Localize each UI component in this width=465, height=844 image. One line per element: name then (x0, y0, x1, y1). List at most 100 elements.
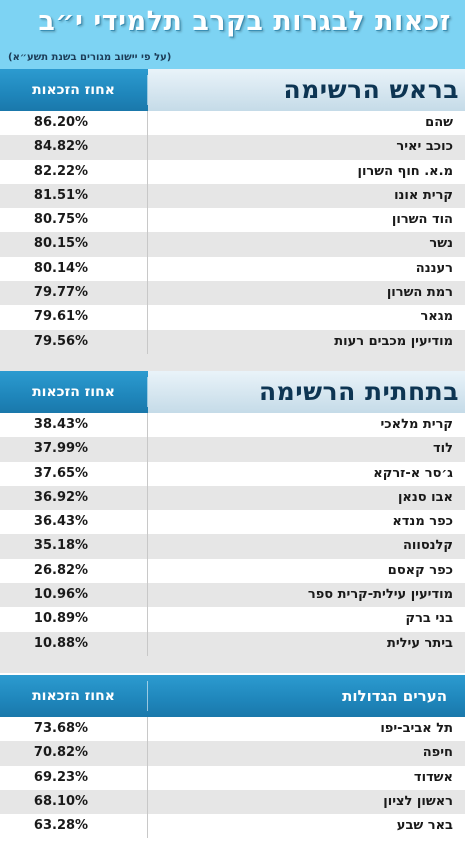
table-row: אבו סנאן 36.92% (0, 485, 465, 511)
column-header-percent: אחוז הזכאות (32, 384, 115, 400)
table-row: חיפה 70.82% (0, 741, 465, 766)
percent-value: 80.75% (33, 212, 89, 228)
table-row: רעננה 80.14% (0, 256, 465, 282)
column-header-percent: אחוז הזכאות (32, 82, 115, 98)
city-name: הוד השרון (391, 212, 453, 228)
percent-value: 82.22% (33, 163, 89, 179)
section-bottom-of-list: בתחתית הרשימה אחוז הזכאות קרית מלאכי 38.4… (0, 371, 465, 673)
city-name: קרית מלאכי (380, 417, 453, 432)
city-name: מגאר (420, 309, 453, 325)
column-divider (147, 583, 148, 608)
column-divider (147, 510, 148, 535)
percent-value: 70.82% (33, 745, 89, 761)
city-name: חיפה (422, 745, 453, 761)
column-divider (147, 135, 148, 160)
percent-value: 37.65% (33, 465, 89, 481)
percent-value: 10.96% (33, 587, 89, 603)
percent-value: 81.51% (33, 187, 89, 203)
percent-value: 69.23% (33, 769, 89, 785)
column-divider (147, 159, 148, 184)
table-row: קרית אונו 81.51% (0, 183, 465, 209)
city-name: מודיעין מכבים רעות (334, 333, 453, 349)
table-row: נשר 80.15% (0, 232, 465, 257)
column-divider (147, 413, 148, 438)
percent-value: 80.15% (33, 236, 89, 252)
city-name: מודיעין עילית-קרית ספר (307, 587, 453, 603)
table-row: שהם 86.20% (0, 111, 465, 136)
column-divider (147, 534, 148, 559)
column-divider (147, 558, 148, 584)
table-row: קלנסווה 35.18% (0, 534, 465, 559)
table-row: ג׳סר א-זרקא 37.65% (0, 461, 465, 486)
table-row: כפר מנדא 36.43% (0, 510, 465, 535)
city-name: אבו סנאן (397, 489, 453, 505)
column-divider (147, 329, 148, 354)
percent-value: 86.20% (33, 115, 89, 130)
section-separator (0, 353, 465, 371)
percent-value: 38.43% (33, 417, 89, 432)
percent-value: 10.89% (33, 611, 89, 627)
city-name: כפר קאסם (387, 562, 453, 578)
table-row: מגאר 79.61% (0, 305, 465, 330)
city-name: ביתר עילית (386, 635, 453, 651)
column-divider (147, 741, 148, 766)
table-row: אשדוד 69.23% (0, 765, 465, 790)
data-table: שהם 86.20% כוכב יאיר 84.82% מ.א. חוף השרון… (0, 111, 465, 371)
section-large-cities: הערים הגדולות אחוז הזכאות תל אביב-יפו 73.… (0, 675, 465, 839)
column-divider (147, 437, 148, 462)
percent-value: 37.99% (33, 441, 89, 457)
city-name: מ.א. חוף השרון (357, 163, 453, 179)
column-divider (147, 208, 148, 233)
city-name: רעננה (415, 260, 453, 276)
city-name: באר שבע (396, 818, 453, 834)
table-row: ביתר עילית 10.88% (0, 631, 465, 656)
table-row: כוכב יאיר 84.82% (0, 135, 465, 160)
column-divider (147, 111, 148, 136)
city-name: ג׳סר א-זרקא (373, 465, 453, 481)
page-subtitle: (על פי יישוב מגורים בשנת תשע״א) (8, 52, 172, 63)
section-title: בתחתית הרשימה (148, 371, 465, 413)
column-divider (147, 485, 148, 511)
column-header-percent: אחוז הזכאות (32, 688, 115, 704)
section-header: הערים הגדולות אחוז הזכאות (0, 675, 465, 717)
percent-value: 79.56% (33, 333, 89, 349)
city-name: בני ברק (405, 611, 454, 627)
city-name: קלנסווה (402, 538, 453, 554)
column-divider (147, 281, 148, 306)
city-name: אשדוד (413, 769, 453, 785)
table-row: באר שבע 63.28% (0, 814, 465, 839)
header-divider (147, 75, 148, 105)
percent-value: 26.82% (33, 562, 89, 578)
column-divider (147, 232, 148, 257)
section-header: בראש הרשימה אחוז הזכאות (0, 69, 465, 111)
percent-value: 35.18% (33, 538, 89, 554)
page-title: זכאות לבגרות בקרב תלמידי י״ב (38, 6, 451, 37)
percent-value: 68.10% (33, 793, 89, 809)
city-name: רמת השרון (386, 285, 453, 301)
percent-value: 36.43% (33, 514, 89, 530)
data-table: קרית מלאכי 38.43% לוד 37.99% ג׳סר א-זרקא 37… (0, 413, 465, 673)
table-row: ראשון לציון 68.10% (0, 789, 465, 815)
percent-value: 10.88% (33, 635, 89, 651)
section-separator (0, 655, 465, 673)
city-name: תל אביב-יפו (380, 721, 453, 736)
column-divider (147, 717, 148, 742)
percent-value: 63.28% (33, 818, 89, 834)
column-divider (147, 765, 148, 790)
city-name: ראשון לציון (383, 793, 453, 809)
table-row: מודיעין מכבים רעות 79.56% (0, 329, 465, 354)
header-divider (147, 377, 148, 407)
percent-value: 80.14% (33, 260, 89, 276)
column-divider (147, 631, 148, 656)
table-row: קרית מלאכי 38.43% (0, 413, 465, 438)
column-divider (147, 814, 148, 839)
percent-value: 36.92% (33, 489, 89, 505)
table-row: מ.א. חוף השרון 82.22% (0, 159, 465, 184)
header-divider (147, 681, 148, 711)
column-divider (147, 256, 148, 282)
city-name: כוכב יאיר (396, 139, 453, 155)
data-table: תל אביב-יפו 73.68% חיפה 70.82% אשדוד 69.23%… (0, 717, 465, 839)
city-name: קרית אונו (394, 187, 453, 203)
city-name: לוד (433, 441, 453, 457)
